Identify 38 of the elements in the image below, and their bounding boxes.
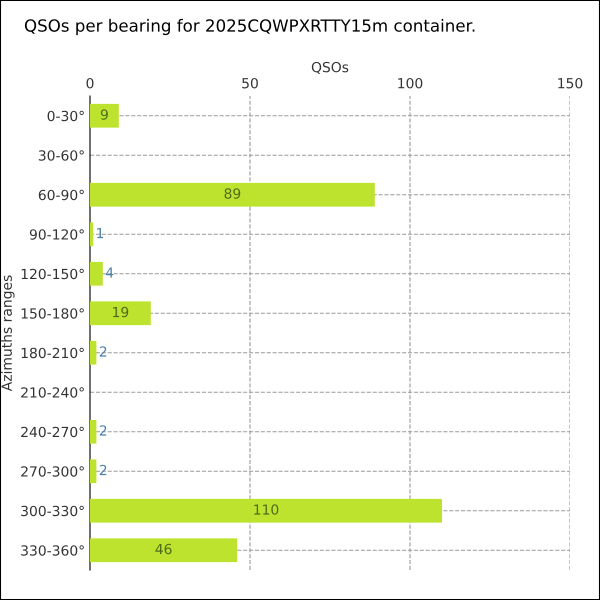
bar [90, 182, 375, 207]
y-tick-label: 240-270° [21, 426, 84, 438]
y-tick-label: 120-150° [22, 268, 84, 280]
bar [90, 459, 96, 484]
y-tick-label: 180-210° [22, 348, 84, 358]
data-label: 2 [100, 346, 106, 357]
y-tick-label: 210-240° [21, 387, 84, 398]
bar [90, 538, 238, 562]
data-label: 2 [100, 425, 106, 436]
bar [90, 420, 96, 444]
bar [90, 222, 94, 246]
data-label: 4 [106, 267, 114, 278]
chart-title: QSOs per bearing for 2025CQWPXRTTY15m container. [24, 18, 474, 36]
x-tick-label: 100 [398, 78, 422, 88]
data-label: 9 [100, 109, 108, 120]
bar [90, 262, 103, 286]
y-tick-label: 0-30° [48, 110, 84, 122]
bar [90, 104, 119, 128]
y-tick-label: 30-60° [38, 150, 84, 161]
data-label: 46 [155, 544, 172, 554]
y-tick-label: 300-330° [21, 506, 84, 516]
bar [90, 340, 96, 365]
y-tick-label: 330-360° [21, 545, 84, 556]
y-tick-label: 270-300° [21, 466, 84, 477]
y-tick-label: 150-180° [22, 308, 84, 319]
y-axis-title: Azimuths ranges [1, 275, 15, 392]
bar [90, 301, 151, 326]
data-label: 89 [224, 188, 240, 199]
y-tick-label: 60-90° [38, 190, 84, 200]
data-label: 110 [254, 504, 278, 515]
y-tick-label: 90-120° [30, 229, 84, 240]
x-tick-label: 0 [86, 78, 94, 88]
x-tick-label: 50 [242, 78, 258, 88]
bar [90, 498, 442, 523]
x-tick-label: 150 [558, 78, 582, 88]
data-label: 19 [113, 306, 128, 318]
data-label: 2 [100, 464, 106, 476]
x-axis-title: QSOs [312, 62, 348, 74]
